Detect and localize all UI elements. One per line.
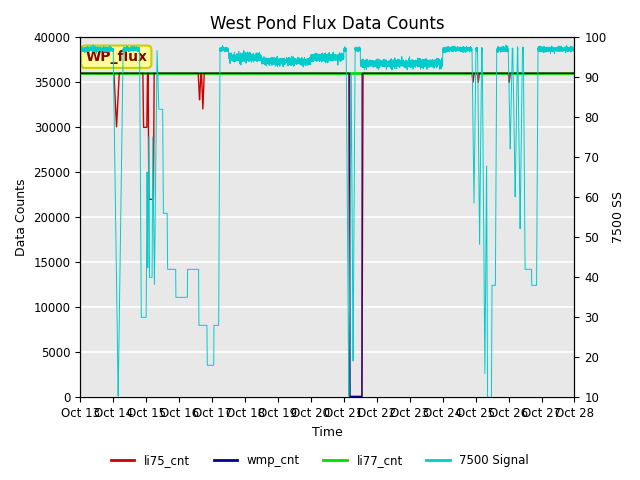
Y-axis label: Data Counts: Data Counts [15, 179, 28, 256]
Legend: li75_cnt, wmp_cnt, li77_cnt, 7500 Signal: li75_cnt, wmp_cnt, li77_cnt, 7500 Signal [106, 449, 534, 472]
Y-axis label: 7500 SS: 7500 SS [612, 192, 625, 243]
Text: WP_flux: WP_flux [85, 50, 147, 64]
Title: West Pond Flux Data Counts: West Pond Flux Data Counts [210, 15, 445, 33]
X-axis label: Time: Time [312, 426, 343, 439]
